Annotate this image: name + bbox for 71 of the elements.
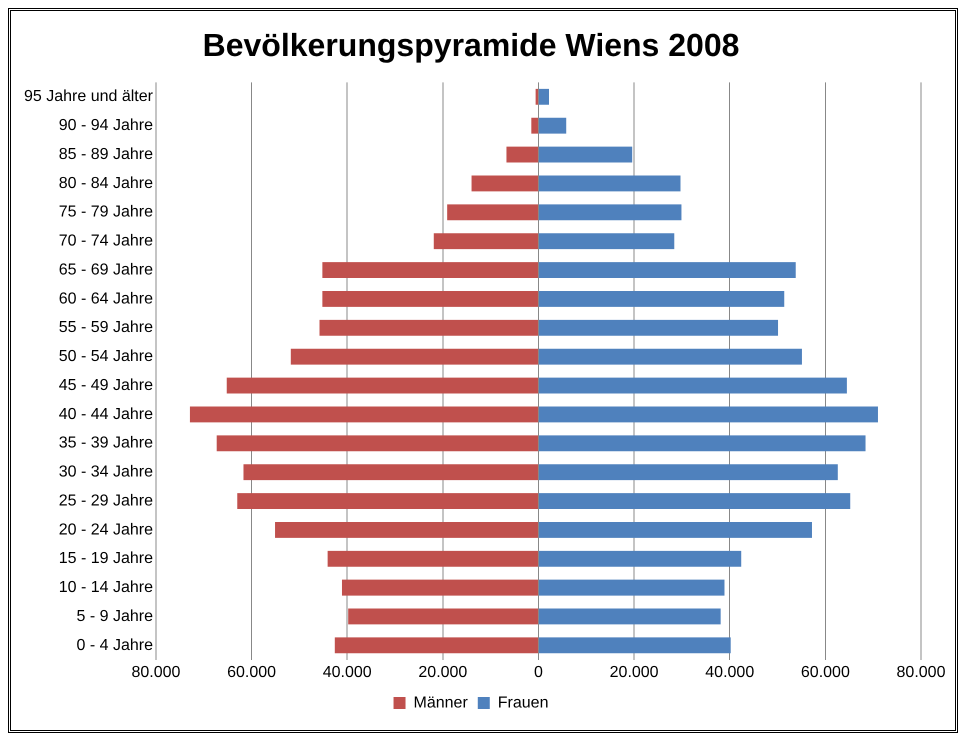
bar [275,522,538,538]
legend-label: Frauen [498,694,548,712]
x-tick-label: 60.000 [227,664,276,681]
bar [538,176,680,192]
x-tick-label: 0 [534,664,544,681]
y-tick-label: 5 - 9 Jahre [76,608,154,625]
y-tick-label: 60 - 64 Jahre [58,290,154,308]
y-tick-label: 85 - 89 Jahre [58,146,154,163]
y-tick-label: 25 - 29 Jahre [58,492,154,510]
y-tick-label: 70 - 74 Jahre [58,232,154,250]
legend-label: Männer [414,694,468,712]
bar [538,146,632,163]
bar [342,580,538,596]
y-tick-label: 35 - 39 Jahre [58,434,154,452]
bar [538,580,724,596]
bar [538,348,802,365]
y-tick-label: 15 - 19 Jahre [58,550,154,568]
y-tick-label: 55 - 59 Jahre [58,319,154,336]
x-tick-label: 60.000 [800,664,850,681]
y-tick-label: 75 - 79 Jahre [58,204,154,221]
x-tick-label: 40.000 [322,664,372,681]
y-tick-label: 40 - 44 Jahre [58,406,154,423]
y-tick-label: 80 - 84 Jahre [58,174,154,192]
bar [538,522,812,538]
bar [538,320,778,336]
y-tick-label: 30 - 34 Jahre [58,464,154,481]
bar [531,118,538,134]
bar [190,406,538,422]
chart-title: Bevölkerungspyramide Wiens 2008 [202,27,740,64]
bar [538,608,721,624]
bar [538,493,850,509]
bar [243,464,538,480]
bar [434,233,538,250]
y-tick-label: 0 - 4 Jahre [76,636,154,654]
y-tick-label: 65 - 69 Jahre [58,261,154,278]
bar [538,435,866,452]
bar [538,637,731,654]
bar [348,608,538,624]
bar [538,233,674,250]
x-tick-label: 80.000 [896,664,946,681]
y-tick-label: 45 - 49 Jahre [58,376,154,394]
x-tick-label: 20.000 [610,664,659,681]
bar [216,435,538,452]
bar [290,348,538,365]
bar [226,378,538,394]
bar [328,550,538,567]
y-tick-label: 50 - 54 Jahre [58,348,154,366]
y-tick-label: 20 - 24 Jahre [58,521,154,538]
bar [538,550,742,567]
x-tick-label: 20.000 [418,664,468,681]
bar [472,176,538,192]
bar [322,262,538,278]
bar [538,406,878,422]
bar [334,637,538,654]
bar [237,493,538,509]
bar [322,290,538,307]
y-tick-label: 95 Jahre und älter [24,88,154,106]
y-tick-label: 10 - 14 Jahre [58,579,154,596]
bar [538,118,566,134]
bar [538,290,784,307]
x-tick-label: 40.000 [705,664,754,681]
bar [447,204,538,220]
x-tick-label: 80.000 [132,664,181,681]
bar [538,262,796,278]
bar [538,88,550,105]
bar [538,464,838,480]
bar [538,378,847,394]
bar [320,320,538,336]
bar [506,146,538,163]
bar [538,204,682,220]
y-tick-label: 90 - 94 Jahre [58,117,154,134]
